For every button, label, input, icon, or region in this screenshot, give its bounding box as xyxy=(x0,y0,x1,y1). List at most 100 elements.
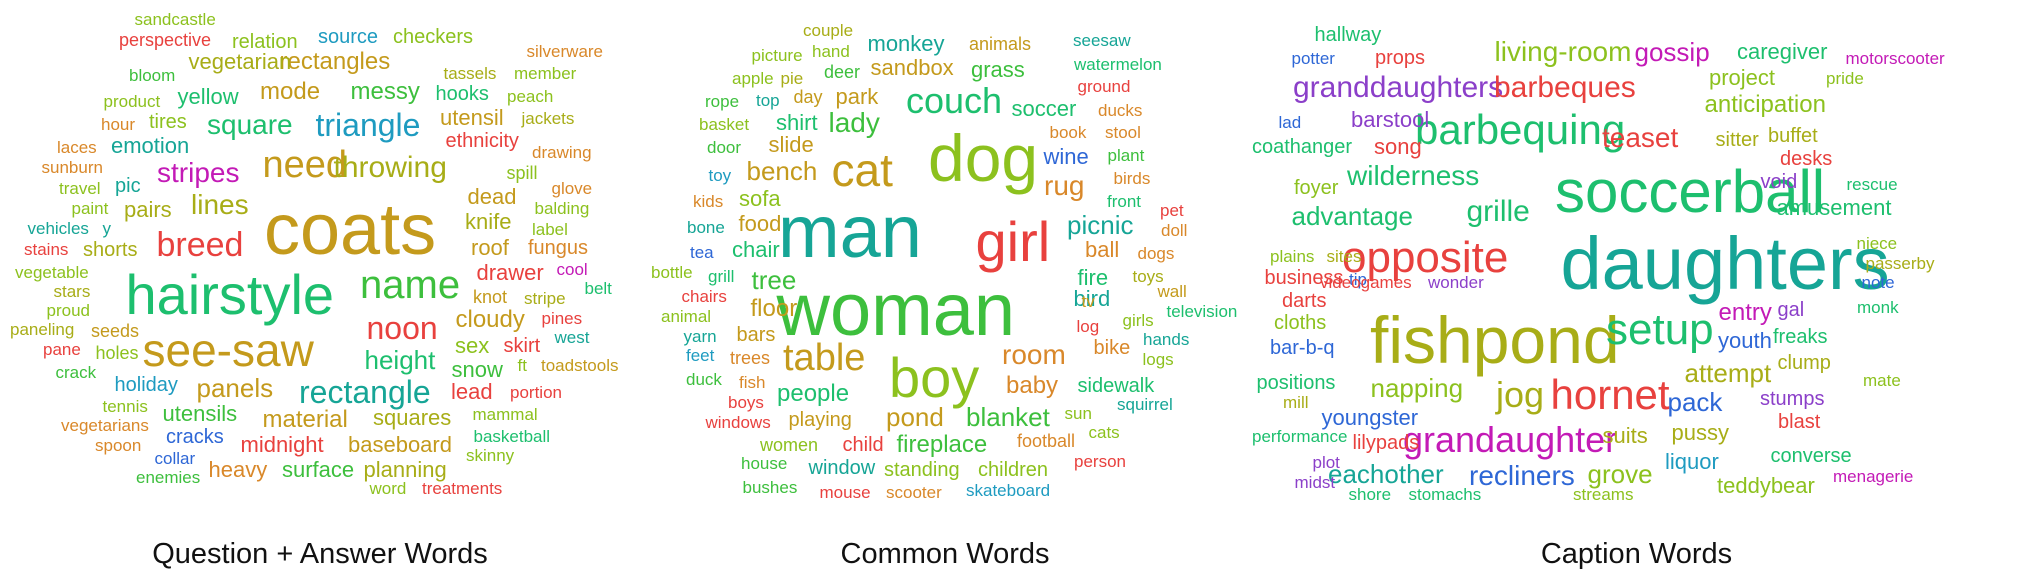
cloud-word-animals: animals xyxy=(969,34,1032,54)
cloud-word-rescue: rescue xyxy=(1846,174,1898,194)
cloud-word-mouse: mouse xyxy=(819,482,871,502)
cloud-word-woman: woman xyxy=(776,268,1016,351)
cloud-word-converse: converse xyxy=(1770,445,1852,467)
cloud-word-grille: grille xyxy=(1466,195,1530,228)
cloud-word-sunburn: sunburn xyxy=(41,157,103,177)
cloud-word-kids: kids xyxy=(693,191,724,211)
cloud-word-tree: tree xyxy=(751,265,797,295)
cloud-word-void: void xyxy=(1760,171,1798,193)
cloud-word-doll: doll xyxy=(1161,220,1188,240)
cloud-word-wine: wine xyxy=(1043,144,1089,169)
cloud-word-advantage: advantage xyxy=(1291,201,1413,231)
cloud-word-lead: lead xyxy=(451,379,493,404)
cloud-word-height: height xyxy=(364,345,436,375)
cloud-word-jog: jog xyxy=(1496,374,1545,415)
cloud-word-duck: duck xyxy=(686,369,722,389)
cloud-word-picnic: picnic xyxy=(1067,210,1134,240)
cloud-word-heavy: heavy xyxy=(208,457,268,482)
cloud-word-business: business xyxy=(1264,267,1344,289)
cloud-word-bloom: bloom xyxy=(129,65,176,85)
cloud-word-teaset: teaset xyxy=(1602,122,1679,153)
cloud-word-note: note xyxy=(1861,272,1895,292)
cloud-word-fish: fish xyxy=(739,372,766,392)
cloud-word-trees: trees xyxy=(730,348,771,368)
cloud-word-napping: napping xyxy=(1370,373,1464,403)
cloud-word-bone: bone xyxy=(687,217,725,237)
cloud-word-pet: pet xyxy=(1160,200,1184,220)
cloud-word-tennis: tennis xyxy=(102,396,148,416)
cloud-word-daughters: daughters xyxy=(1560,222,1890,305)
cloud-word-fireplace: fireplace xyxy=(896,431,988,458)
cloud-word-skateboard: skateboard xyxy=(966,480,1051,500)
cloud-word-pie: pie xyxy=(780,68,804,88)
cloud-word-mode: mode xyxy=(260,78,321,105)
cloud-word-scooter: scooter xyxy=(886,482,942,502)
cloud-word-house: house xyxy=(741,453,788,473)
cloud-word-bottle: bottle xyxy=(651,262,693,282)
cloud-word-grass: grass xyxy=(971,57,1025,82)
cloud-word-project: project xyxy=(1709,65,1776,90)
cloud-word-coats: coats xyxy=(264,190,437,270)
cloud-word-paneling: paneling xyxy=(10,319,75,339)
cloud-word-opposite: opposite xyxy=(1342,233,1509,282)
cloud-word-feet: feet xyxy=(686,345,715,365)
cloud-word-people: people xyxy=(777,380,850,407)
cloud-word-basket: basket xyxy=(699,114,750,134)
cloud-word-skirt: skirt xyxy=(503,335,541,357)
cloud-word-stains: stains xyxy=(24,239,69,259)
cloud-word-girls: girls xyxy=(1122,310,1154,330)
cloud-word-glove: glove xyxy=(551,178,593,198)
cloud-word-women: women xyxy=(760,435,819,455)
cloud-word-tires: tires xyxy=(149,111,187,133)
cloud-word-freaks: freaks xyxy=(1773,326,1828,348)
cloud-word-buffet: buffet xyxy=(1768,125,1818,147)
cloud-word-ethnicity: ethnicity xyxy=(445,130,519,152)
cloud-word-pic: pic xyxy=(115,175,141,197)
cloud-word-member: member xyxy=(514,63,577,83)
cloud-word-tv: tv xyxy=(1081,291,1095,311)
cloud-word-snow: snow xyxy=(451,357,503,382)
cloud-word-need: need xyxy=(262,144,348,186)
cloud-word-coathanger: coathanger xyxy=(1252,136,1353,158)
cloud-word-logs: logs xyxy=(1142,349,1174,369)
cloud-word-park: park xyxy=(835,84,879,109)
cloud-word-panels: panels xyxy=(196,373,274,403)
cloud-word-stripes: stripes xyxy=(157,157,240,188)
cloud-word-hairstyle: hairstyle xyxy=(125,263,335,326)
cloud-word-picture: picture xyxy=(751,45,803,65)
cloud-word-travel: travel xyxy=(59,178,101,198)
cloud-word-boy: boy xyxy=(889,346,980,409)
cloud-word-barbequing: barbequing xyxy=(1415,106,1626,153)
cloud-word-mammal: mammal xyxy=(472,404,538,424)
cloud-word-windows: windows xyxy=(705,412,771,432)
cloud-word-sun: sun xyxy=(1064,403,1092,423)
cloud-word-entry: entry xyxy=(1718,299,1772,326)
cloud-word-barstool: barstool xyxy=(1351,107,1430,132)
cloud-word-cat: cat xyxy=(831,144,893,196)
cloud-word-sex: sex xyxy=(455,333,490,358)
cloud-word-breed: breed xyxy=(156,226,244,264)
cloud-word-bike: bike xyxy=(1093,337,1131,359)
cloud-word-balding: balding xyxy=(534,198,590,218)
cloud-word-slide: slide xyxy=(768,132,814,157)
cloud-word-dead: dead xyxy=(467,184,517,209)
caption-question-answer-words: Question + Answer Words xyxy=(152,538,488,570)
cloud-word-drawer: drawer xyxy=(476,260,544,285)
cloud-word-wonder: wonder xyxy=(1428,272,1484,292)
cloud-word-book: book xyxy=(1049,122,1087,142)
cloud-word-sitter: sitter xyxy=(1715,129,1759,151)
cloud-word-bars: bars xyxy=(736,324,776,346)
cloud-word-rug: rug xyxy=(1044,170,1085,201)
cloud-word-food: food xyxy=(738,211,782,236)
cloud-word-props: props xyxy=(1375,47,1426,69)
cloud-word-passerby: passerby xyxy=(1865,253,1935,273)
cloud-word-toy: toy xyxy=(708,165,732,185)
cloud-word-niece: niece xyxy=(1856,233,1898,253)
cloud-word-midnight: midnight xyxy=(240,432,324,457)
cloud-word-granddaughters: granddaughters xyxy=(1293,71,1504,104)
cloud-word-roof: roof xyxy=(471,235,509,260)
cloud-word-perspective: perspective xyxy=(119,30,212,50)
cloud-word-potter: potter xyxy=(1291,48,1335,68)
cloud-word-fire: fire xyxy=(1077,265,1109,290)
cloud-word-sites: sites xyxy=(1326,246,1362,266)
